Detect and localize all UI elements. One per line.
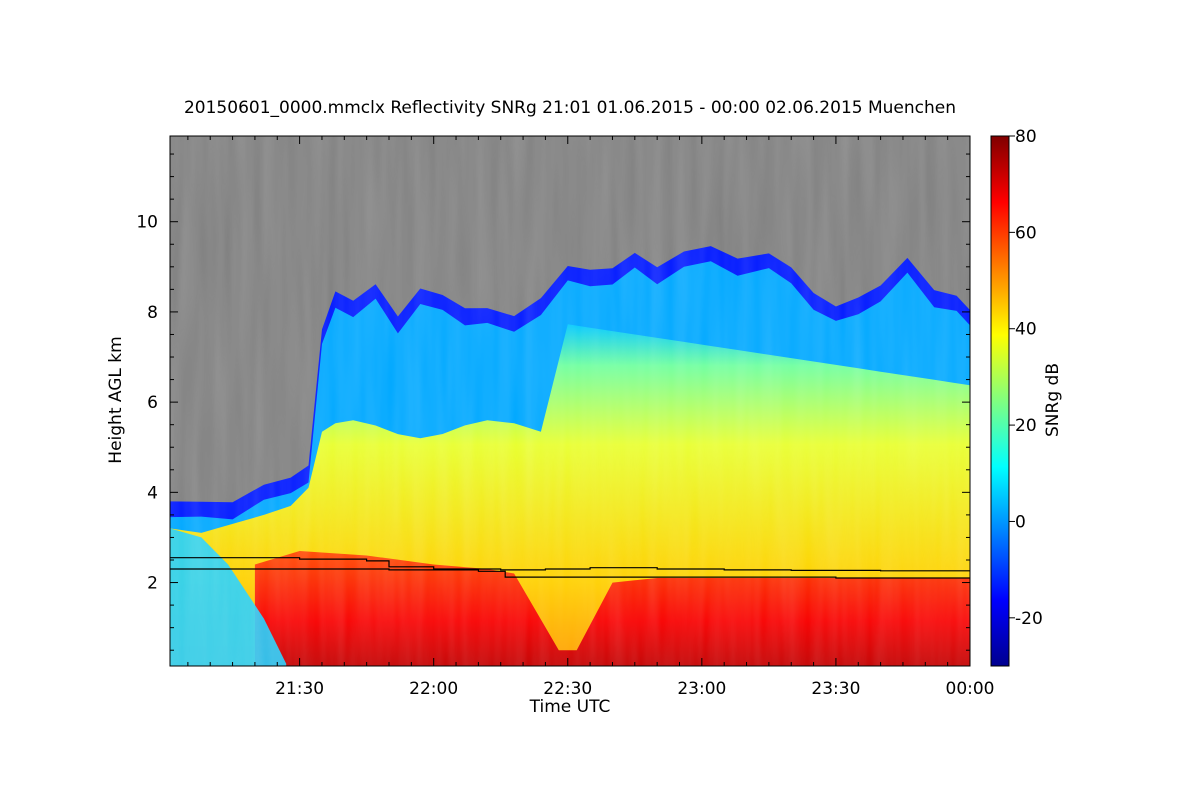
plot-frame	[169, 135, 971, 667]
x-tick-label: 23:30	[811, 679, 860, 699]
colorbar-tick-label: -20	[1015, 609, 1043, 629]
x-axis-label: Time UTC	[529, 697, 611, 717]
colorbar-label: SNRg dB	[1043, 363, 1063, 437]
colorbar-tick-label: 0	[1015, 512, 1026, 532]
chart-title: 20150601_0000.mmclx Reflectivity SNRg 21…	[183, 98, 957, 118]
x-tick-label: 22:00	[409, 679, 458, 699]
colorbar-tick-label: 80	[1015, 127, 1037, 147]
y-tick-label: 2	[147, 574, 158, 594]
x-tick-label: 00:00	[946, 679, 995, 699]
boundary-line-1	[170, 557, 970, 572]
colorbar-tick-label: 60	[1015, 223, 1037, 243]
x-axis: 21:30 22:00 22:30 23:00 23:30 00:00	[187, 136, 995, 699]
y-axis-label: Height AGL km	[106, 336, 126, 464]
colorbar-tick-label: 20	[1015, 416, 1037, 436]
colorbar-strip	[990, 135, 1010, 667]
colorbar-ticks: -20 0 20 40 60 80	[1009, 127, 1043, 629]
x-tick-label: 22:30	[543, 679, 592, 699]
y-axis: 2 4 6 8 10	[136, 153, 970, 651]
boundary-line-2	[170, 568, 970, 579]
x-tick-label: 21:30	[275, 679, 324, 699]
plot-area	[170, 136, 970, 666]
y-tick-label: 4	[147, 483, 158, 503]
y-tick-label: 8	[147, 303, 158, 323]
y-tick-label: 10	[136, 213, 158, 233]
colorbar-tick-label: 40	[1015, 320, 1037, 340]
colorbar: -20 0 20 40 60 80	[990, 127, 1043, 667]
texture-overlay	[170, 136, 970, 666]
boundary-lines	[170, 557, 970, 579]
x-tick-label: 23:00	[677, 679, 726, 699]
y-tick-label: 6	[147, 393, 158, 413]
